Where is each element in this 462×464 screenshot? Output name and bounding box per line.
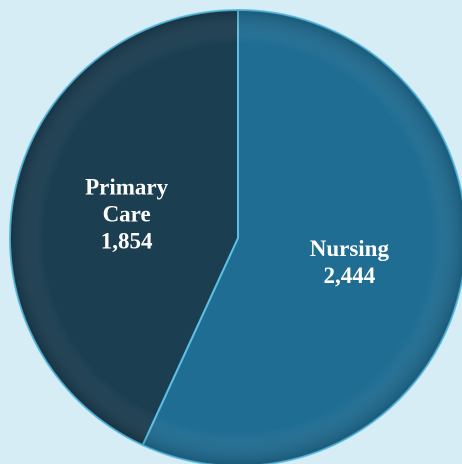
category-label: Nursing <box>309 236 389 262</box>
slice-label: Primary Care 1,854 <box>72 173 182 254</box>
slice-label: Nursing 2,444 <box>294 235 404 289</box>
category-label: Primary Care <box>85 174 169 227</box>
value-label: 1,854 <box>100 228 153 254</box>
value-label: 2,444 <box>323 263 376 289</box>
